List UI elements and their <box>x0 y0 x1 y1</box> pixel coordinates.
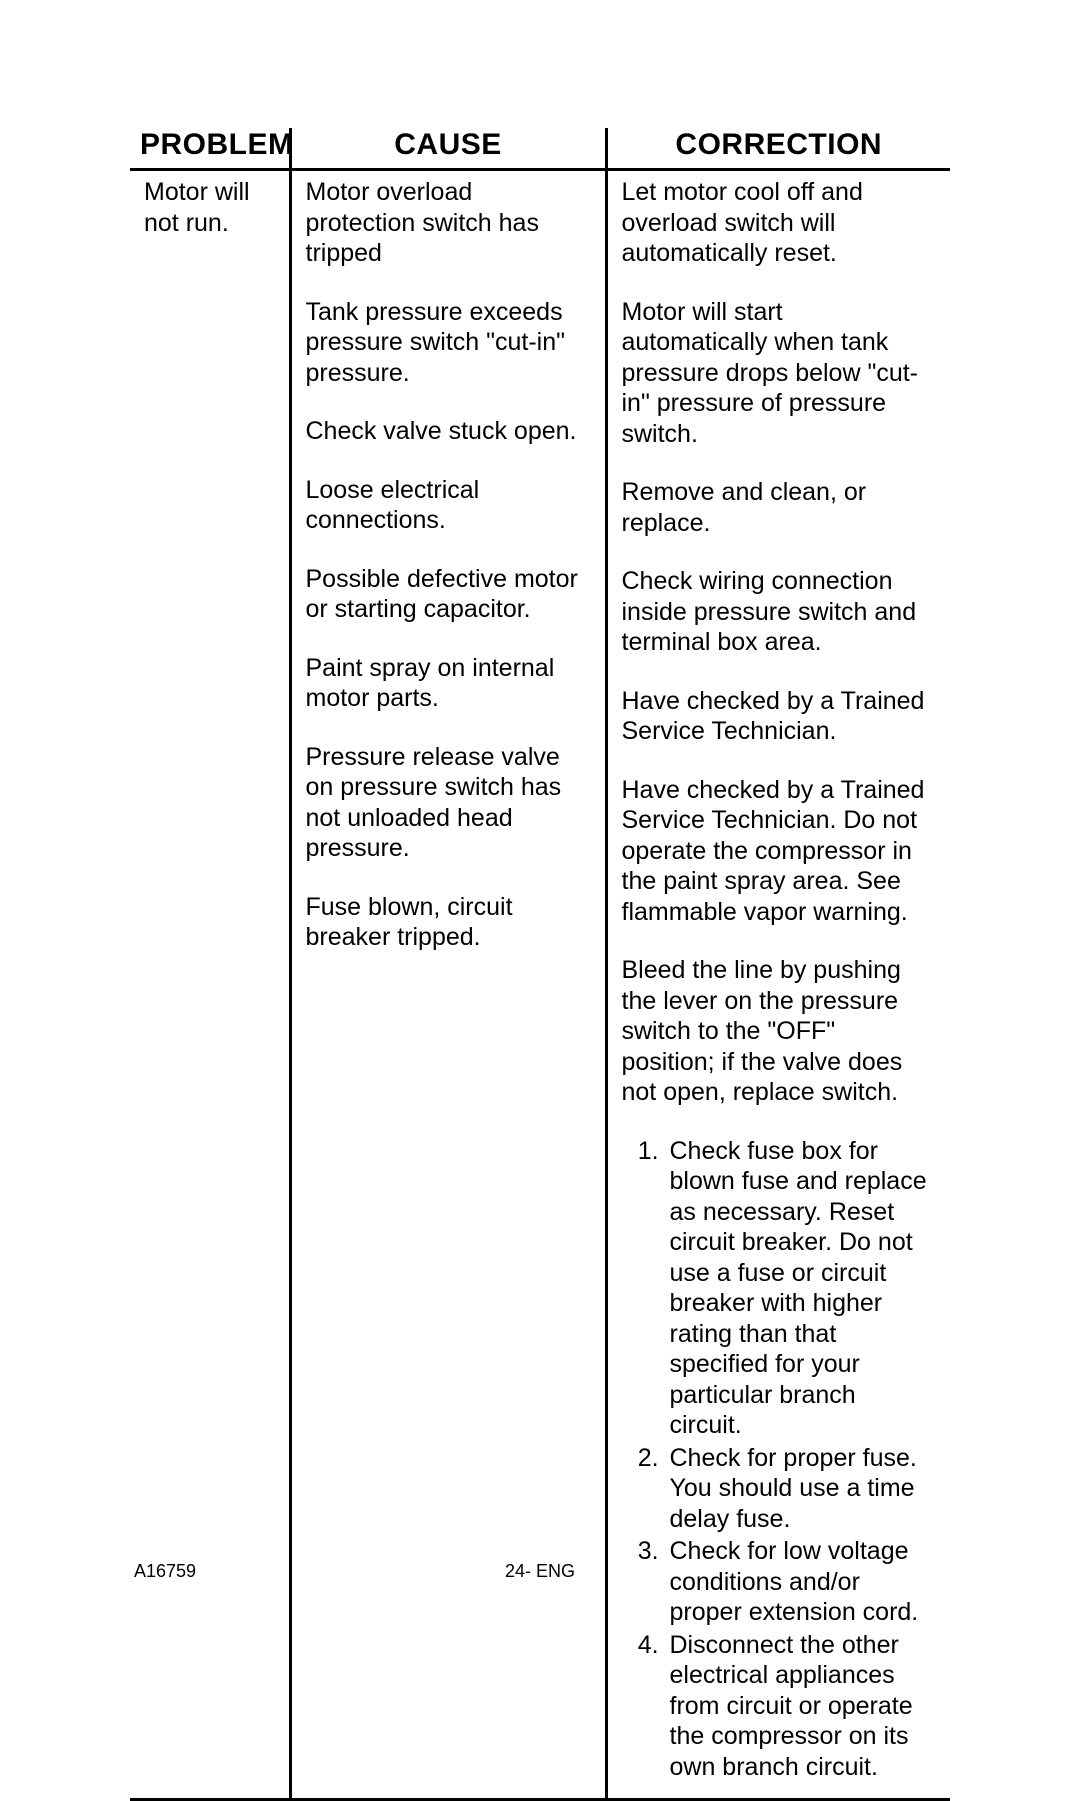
troubleshooting-table: PROBLEM CAUSE CORRECTION Motor will not … <box>130 128 950 1801</box>
cause-text: Motor overload protection switch has tri… <box>306 177 587 269</box>
correction-text: Check wiring connection inside pressure … <box>622 566 933 658</box>
cause-cell: Motor overload protection switch has tri… <box>290 170 606 1800</box>
cause-text: Paint spray on internal motor parts. <box>306 653 587 714</box>
table-row: Motor will not run. Motor overload prote… <box>130 170 950 1800</box>
correction-list-item: Check fuse box for blown fuse and replac… <box>666 1136 933 1441</box>
cause-text: Loose electrical connections. <box>306 475 587 536</box>
cause-text: Fuse blown, circuit breaker tripped. <box>306 892 587 953</box>
page: PROBLEM CAUSE CORRECTION Motor will not … <box>0 0 1080 1669</box>
header-cause: CAUSE <box>290 128 606 170</box>
correction-text: Remove and clean, or replace. <box>622 477 933 538</box>
cause-text: Check valve stuck open. <box>306 416 587 447</box>
correction-text: Let motor cool off and overload switch w… <box>622 177 933 269</box>
correction-text: Motor will start automatically when tank… <box>622 297 933 450</box>
header-correction: CORRECTION <box>606 128 950 170</box>
correction-text: Have checked by a Trained Service Techni… <box>622 775 933 928</box>
correction-list-item: Disconnect the other electrical applianc… <box>666 1630 933 1783</box>
header-problem: PROBLEM <box>130 128 290 170</box>
content-area: PROBLEM CAUSE CORRECTION Motor will not … <box>130 128 950 1801</box>
cause-text: Tank pressure exceeds pressure switch "c… <box>306 297 587 389</box>
correction-cell: Let motor cool off and overload switch w… <box>606 170 950 1800</box>
cause-text: Pressure release valve on pressure switc… <box>306 742 587 864</box>
cause-text: Possible defective motor or starting cap… <box>306 564 587 625</box>
correction-list-item: Check for proper fuse. You should use a … <box>666 1443 933 1535</box>
problem-text: Motor will not run. <box>144 177 271 238</box>
correction-list: Check fuse box for blown fuse and replac… <box>622 1136 933 1783</box>
table-header-row: PROBLEM CAUSE CORRECTION <box>130 128 950 170</box>
correction-text: Bleed the line by pushing the lever on t… <box>622 955 933 1108</box>
problem-cell: Motor will not run. <box>130 170 290 1800</box>
correction-text: Have checked by a Trained Service Techni… <box>622 686 933 747</box>
footer-page-number: 24- ENG <box>0 1561 1080 1582</box>
